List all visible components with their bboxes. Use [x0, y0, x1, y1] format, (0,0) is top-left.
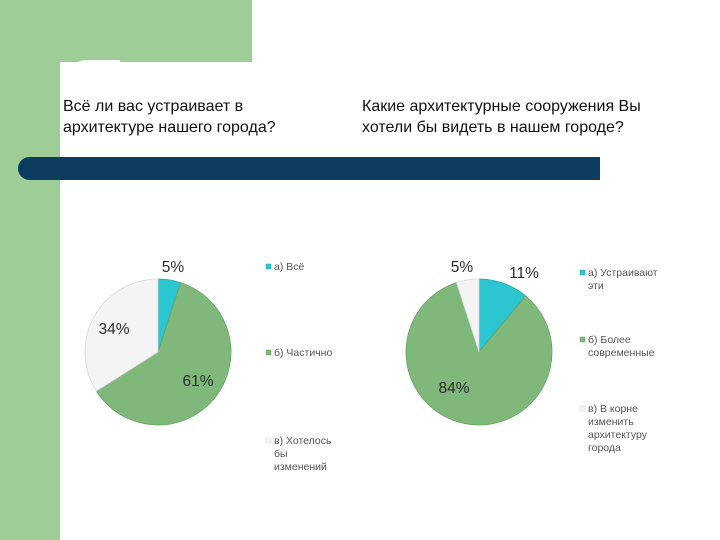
- chart-1-legend-swatch-1: [265, 263, 272, 270]
- chart-2-title: Какие архитектурные сооружения Вы хотели…: [362, 98, 641, 136]
- chart-1-value-label-1: 5%: [162, 259, 185, 276]
- chart-1-legend-label-2: б) Частично: [274, 347, 332, 359]
- chart-2-value-label-2: 84%: [438, 380, 469, 397]
- chart-1-title: Всё ли вас устраивает в архитектуре наше…: [63, 98, 276, 136]
- chart-1-value-label-2: 61%: [182, 373, 213, 390]
- chart-2-legend-label-2: б) Более современные: [588, 334, 655, 359]
- chart-2-legend-label-1: а) Устраивают эти: [588, 267, 658, 292]
- chart-2-legend-label-3: в) В корне изменить архитектуру города: [588, 403, 648, 454]
- chart-1-legend-swatch-2: [265, 349, 272, 356]
- chart-2-legend-swatch-2: [579, 336, 586, 343]
- chart-2-legend-swatch-1: [579, 269, 586, 276]
- chart-1-legend-label-1: а) Всё: [274, 261, 305, 273]
- chart-2-value-label-1: 11%: [509, 265, 539, 282]
- chart-1-value-label-3: 34%: [98, 321, 129, 338]
- chart-2-value-label-3: 5%: [451, 259, 474, 276]
- chart-1-legend-swatch-3: [265, 437, 272, 444]
- frame-white-corner: [60, 60, 120, 120]
- chart-1-slice-2: [95, 282, 232, 426]
- chart-2-slice-3: [455, 278, 480, 353]
- chart-2-slice-2: [405, 282, 553, 426]
- chart-2-legend-swatch-3: [579, 405, 586, 412]
- chart-1-legend-label-3: в) Хотелось бы изменений: [274, 435, 332, 473]
- chart-1-slice-3: [84, 278, 159, 392]
- frame-green-left: [0, 0, 60, 540]
- divider-bar: [18, 157, 600, 180]
